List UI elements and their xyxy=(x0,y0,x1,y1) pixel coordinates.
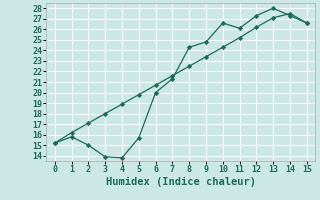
X-axis label: Humidex (Indice chaleur): Humidex (Indice chaleur) xyxy=(106,177,256,187)
